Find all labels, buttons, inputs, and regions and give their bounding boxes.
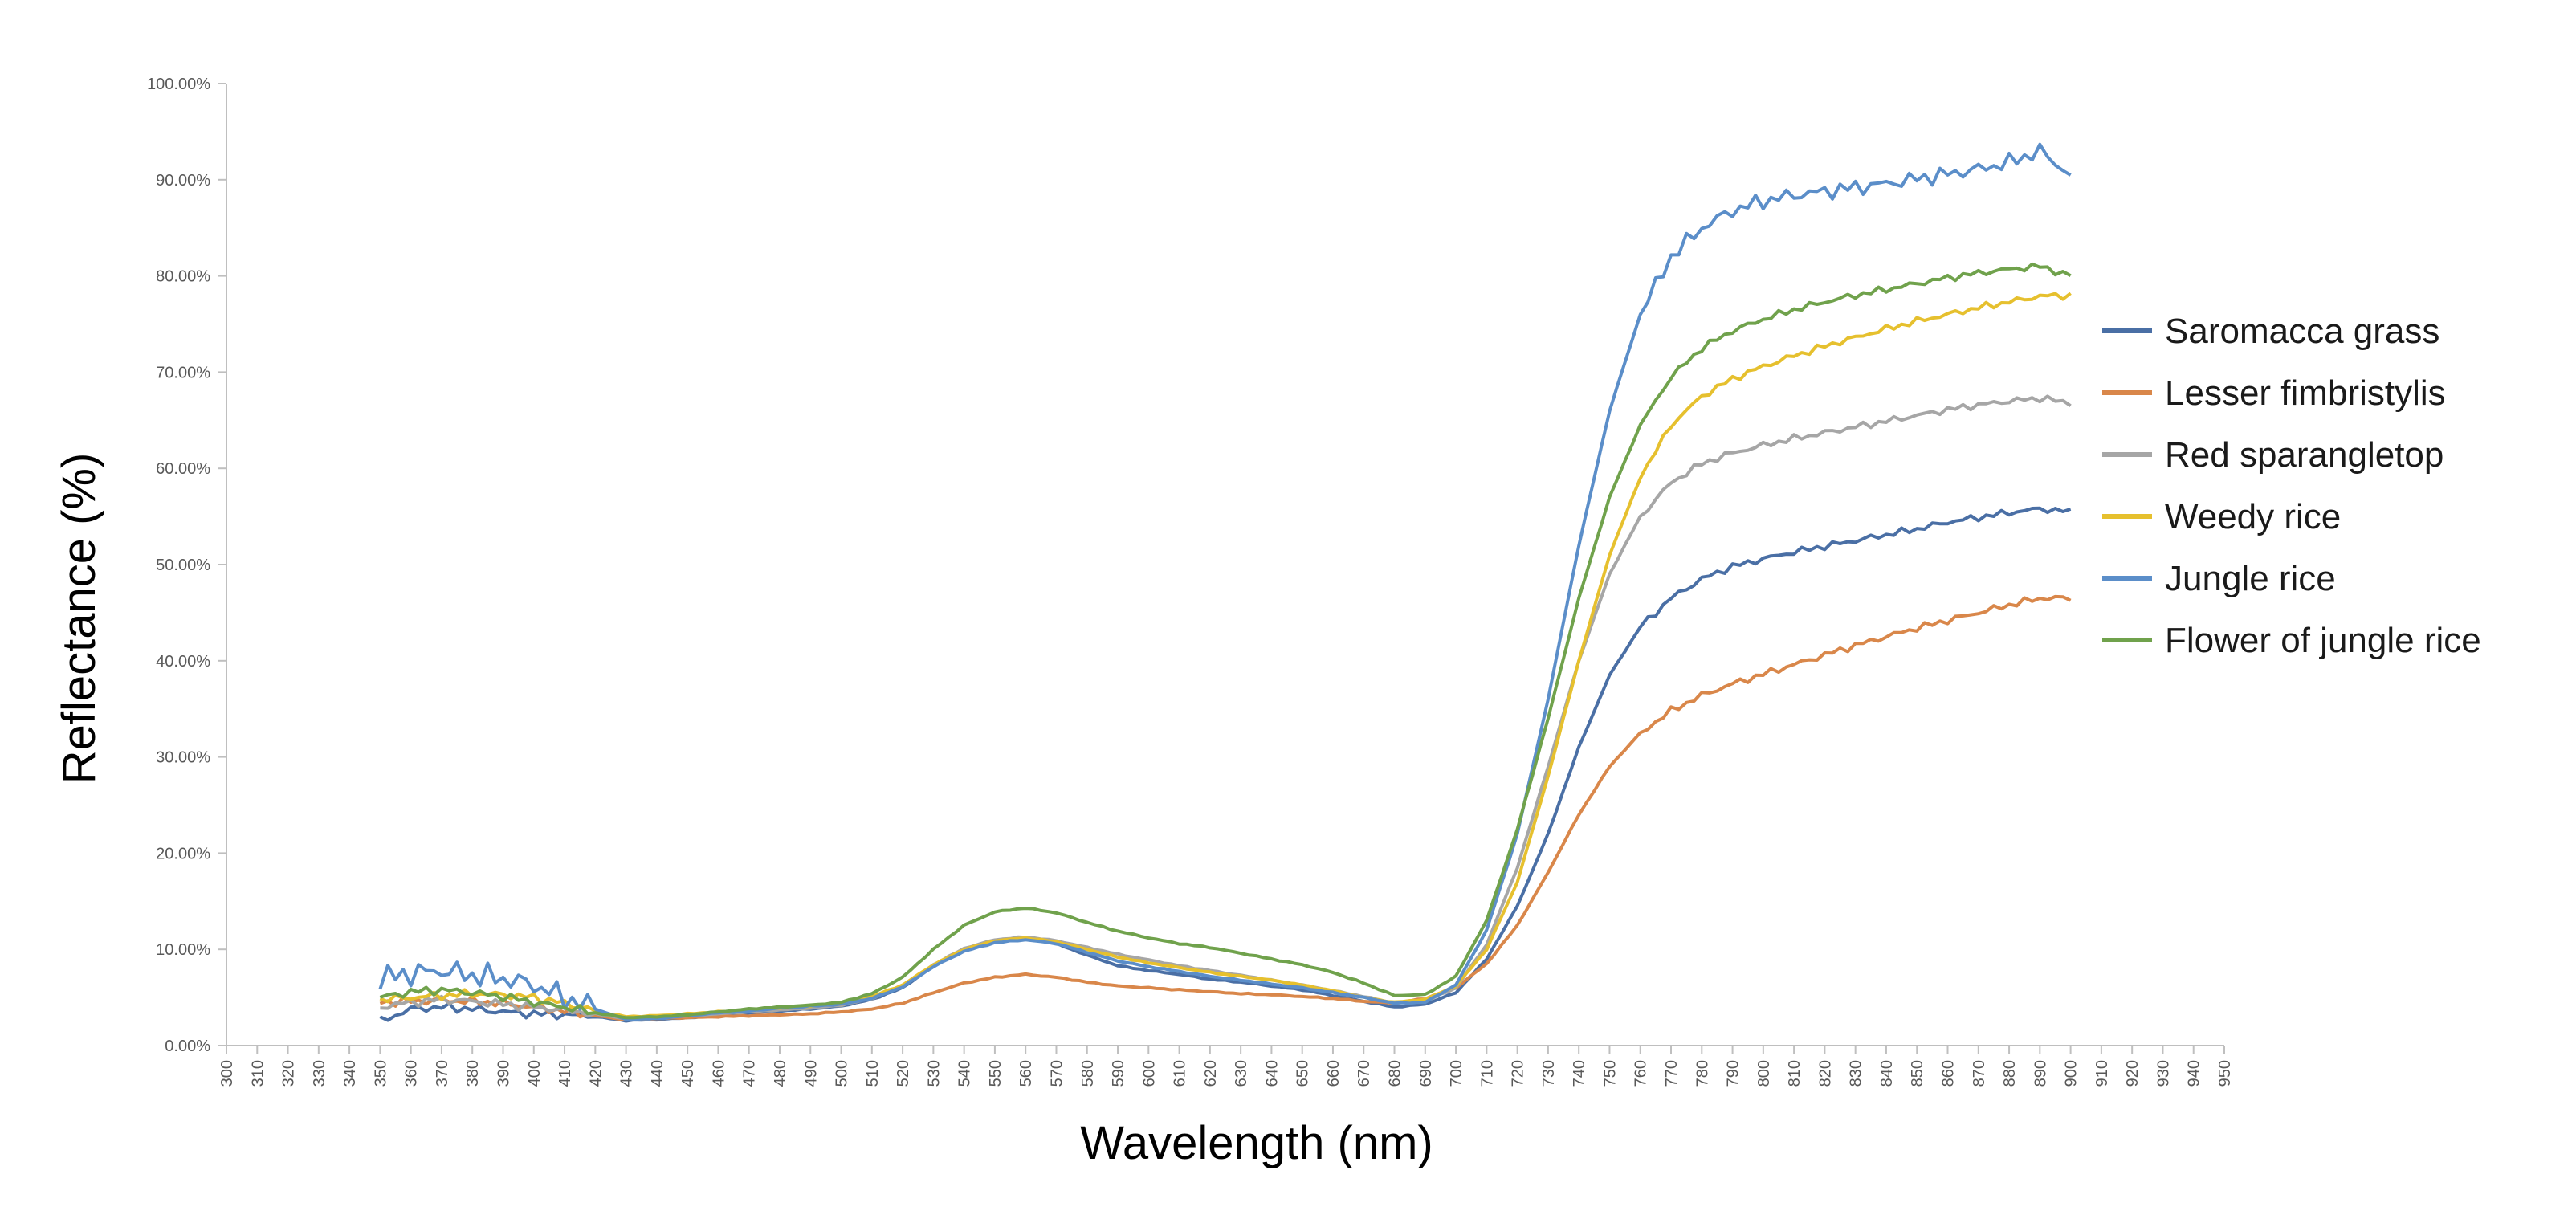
y-axis-title: Reflectance (%)	[53, 453, 105, 785]
x-tick-label: 820	[1816, 1060, 1834, 1087]
x-tick-label: 810	[1786, 1060, 1804, 1087]
x-tick-label: 780	[1694, 1060, 1711, 1087]
x-tick-label: 360	[403, 1060, 421, 1087]
legend-label: Flower of jungle rice	[2165, 621, 2481, 660]
x-tick-label: 600	[1140, 1060, 1158, 1087]
x-tick-label: 890	[2032, 1060, 2049, 1087]
x-tick-label: 930	[2154, 1060, 2172, 1087]
x-tick-label: 720	[1510, 1060, 1527, 1087]
x-axis-ticks: 300 310 320 330 340 350 360 370 380 390 400 410 420 4…	[218, 1046, 2234, 1087]
legend-label: Lesser fimbristylis	[2165, 373, 2446, 413]
x-tick-label: 650	[1294, 1060, 1312, 1087]
x-tick-label: 440	[649, 1060, 666, 1087]
x-axis-title: Wavelength (nm)	[1080, 1117, 1433, 1169]
y-tick-label: 90.00%	[156, 172, 210, 190]
x-tick-label: 420	[587, 1060, 605, 1087]
x-tick-label: 740	[1571, 1060, 1588, 1087]
x-tick-label: 950	[2216, 1060, 2234, 1087]
x-tick-label: 570	[1048, 1060, 1066, 1087]
y-tick-label: 100.00%	[147, 75, 210, 93]
x-tick-label: 700	[1448, 1060, 1465, 1087]
x-tick-label: 530	[925, 1060, 943, 1087]
x-tick-label: 450	[679, 1060, 697, 1087]
legend-label: Weedy rice	[2165, 497, 2341, 536]
series-line-lesser-fimbristylis	[379, 594, 2072, 1021]
x-tick-label: 490	[802, 1060, 820, 1087]
y-axis-ticks: 0.00% 10.00% 20.00% 30.00% 40.00% 50.00% 60.00…	[147, 75, 226, 1055]
x-tick-label: 590	[1110, 1060, 1127, 1087]
x-tick-label: 510	[864, 1060, 882, 1087]
y-tick-label: 20.00%	[156, 845, 210, 862]
y-tick-label: 30.00%	[156, 749, 210, 767]
x-tick-label: 710	[1478, 1060, 1496, 1087]
x-tick-label: 920	[2124, 1060, 2142, 1087]
legend-label: Saromacca grass	[2165, 312, 2439, 351]
x-tick-label: 630	[1233, 1060, 1250, 1087]
x-tick-label: 540	[956, 1060, 974, 1087]
y-tick-label: 50.00%	[156, 557, 210, 574]
legend: Saromacca grass Lesser fimbristylis Red sp…	[2102, 312, 2481, 660]
series-line-jungle-rice	[378, 142, 2072, 1021]
x-tick-label: 840	[1878, 1060, 1896, 1087]
x-tick-label: 640	[1263, 1060, 1281, 1087]
x-tick-label: 750	[1601, 1060, 1619, 1087]
x-tick-label: 760	[1632, 1060, 1650, 1087]
x-tick-label: 580	[1079, 1060, 1097, 1087]
plot-area	[378, 142, 2072, 1023]
series-line-flower-of-jungle-rice	[379, 262, 2072, 1020]
x-tick-label: 460	[710, 1060, 728, 1087]
x-tick-label: 880	[2001, 1060, 2019, 1087]
x-tick-label: 860	[1940, 1060, 1958, 1087]
x-tick-label: 690	[1417, 1060, 1435, 1087]
x-tick-label: 910	[2093, 1060, 2111, 1087]
x-tick-label: 800	[1755, 1060, 1773, 1087]
legend-label: Jungle rice	[2165, 559, 2336, 598]
y-tick-label: 0.00%	[165, 1038, 210, 1055]
x-tick-label: 310	[249, 1060, 267, 1087]
x-tick-label: 610	[1172, 1060, 1189, 1087]
series-line-saromacca-grass	[379, 506, 2072, 1023]
x-tick-label: 520	[895, 1060, 912, 1087]
x-tick-label: 620	[1202, 1060, 1220, 1087]
x-tick-label: 350	[372, 1060, 389, 1087]
y-tick-label: 70.00%	[156, 364, 210, 381]
y-tick-label: 60.00%	[156, 460, 210, 478]
x-tick-label: 730	[1540, 1060, 1558, 1087]
x-tick-label: 870	[1971, 1060, 1988, 1087]
x-tick-label: 790	[1725, 1060, 1742, 1087]
y-tick-label: 40.00%	[156, 653, 210, 671]
legend-label: Red sparangletop	[2165, 435, 2444, 475]
x-tick-label: 560	[1017, 1060, 1035, 1087]
x-tick-label: 500	[834, 1060, 851, 1087]
y-tick-label: 80.00%	[156, 268, 210, 286]
x-tick-label: 770	[1663, 1060, 1681, 1087]
x-tick-label: 340	[341, 1060, 359, 1087]
x-tick-label: 550	[987, 1060, 1005, 1087]
x-tick-label: 320	[280, 1060, 298, 1087]
x-tick-label: 830	[1848, 1060, 1865, 1087]
x-tick-label: 410	[556, 1060, 574, 1087]
x-tick-label: 940	[2186, 1060, 2203, 1087]
x-tick-label: 480	[772, 1060, 789, 1087]
x-tick-label: 670	[1355, 1060, 1373, 1087]
x-tick-label: 390	[495, 1060, 512, 1087]
x-tick-label: 900	[2063, 1060, 2081, 1087]
series-line-weedy-rice	[379, 292, 2072, 1019]
x-tick-label: 300	[218, 1060, 236, 1087]
x-tick-label: 400	[526, 1060, 544, 1087]
x-tick-label: 370	[434, 1060, 451, 1087]
y-tick-label: 10.00%	[156, 941, 210, 959]
x-tick-label: 470	[741, 1060, 759, 1087]
x-tick-label: 380	[464, 1060, 482, 1087]
x-tick-label: 660	[1325, 1060, 1343, 1087]
x-tick-label: 430	[618, 1060, 636, 1087]
x-tick-label: 330	[311, 1060, 328, 1087]
x-tick-label: 850	[1909, 1060, 1926, 1087]
x-tick-label: 680	[1387, 1060, 1404, 1087]
series-line-red-sparangletop	[380, 394, 2072, 1021]
